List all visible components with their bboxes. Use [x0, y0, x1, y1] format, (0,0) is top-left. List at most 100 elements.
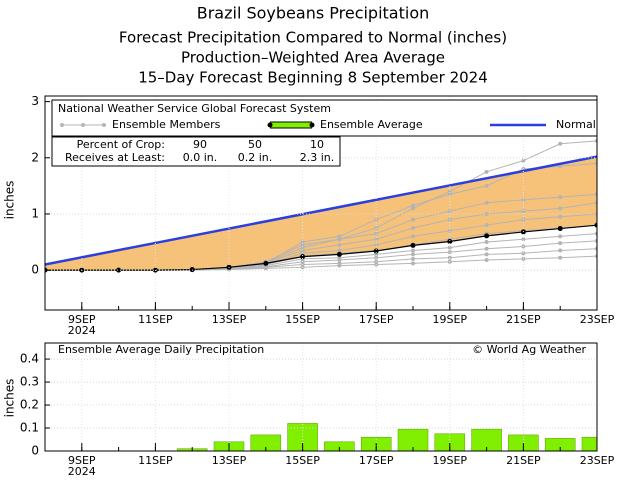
member-point: [447, 209, 452, 214]
average-point: [263, 260, 269, 266]
x-tick-label: 23SEP: [580, 313, 615, 326]
chart-subtitle: 15–Day Forecast Beginning 8 September 20…: [138, 69, 488, 87]
member-point: [411, 248, 415, 253]
member-point: [521, 251, 526, 256]
table-cell: 0.2 in.: [238, 151, 273, 164]
member-point: [447, 192, 452, 197]
average-point: [484, 233, 490, 239]
member-point: [558, 234, 563, 239]
legend-swatch: [309, 122, 315, 128]
x-tick-label: 19SEP: [433, 454, 468, 467]
member-point: [411, 203, 415, 208]
bar: [471, 428, 502, 451]
legend-title: National Weather Service Global Forecast…: [58, 102, 331, 115]
member-point: [300, 242, 305, 247]
plot-frame: [44, 95, 598, 311]
legend-label: Ensemble Members: [112, 118, 221, 131]
member-point: [263, 266, 268, 271]
member-point: [337, 248, 342, 253]
member-point: [558, 195, 563, 200]
member-point: [411, 234, 415, 239]
x-tick-label: 17SEP: [359, 313, 394, 326]
member-point: [521, 158, 526, 163]
average-line: [45, 224, 597, 271]
x-tick-label: 13SEP: [212, 454, 247, 467]
member-point: [521, 237, 526, 242]
x-year-label: 2024: [68, 324, 96, 337]
y-tick-label: 0.2: [20, 398, 39, 412]
member-point: [337, 258, 342, 263]
y-tick-label: 0: [31, 263, 39, 277]
member-point: [521, 209, 526, 214]
y-tick-label: 0.3: [20, 375, 39, 389]
chart-title: Brazil Soybeans Precipitation: [197, 4, 430, 23]
member-point: [374, 255, 379, 260]
x-tick-label: 17SEP: [359, 454, 394, 467]
table-cell: Percent of Crop:: [77, 138, 165, 151]
member-point: [300, 245, 305, 250]
member-point: [300, 248, 305, 253]
member-point: [411, 217, 415, 222]
annotation: © World Ag Weather: [472, 343, 586, 356]
member-point: [484, 200, 489, 205]
x-tick-label: 15SEP: [285, 454, 320, 467]
member-point: [558, 248, 563, 253]
table-cell: Receives at Least:: [65, 151, 165, 164]
average-point: [410, 242, 416, 248]
member-point: [484, 169, 489, 174]
legend-swatch: [102, 123, 106, 127]
member-point: [337, 237, 342, 242]
member-point: [374, 242, 379, 247]
member-point: [558, 141, 563, 146]
y-tick-label: 0.1: [20, 421, 39, 435]
deficit-area: [45, 156, 597, 271]
member-point: [411, 256, 415, 261]
legend-label: Ensemble Average: [320, 118, 423, 131]
average-point: [336, 251, 342, 257]
member-point: [447, 189, 452, 194]
chart-subtitle: Production–Weighted Area Average: [181, 49, 445, 67]
member-point: [558, 206, 563, 211]
member-point: [337, 263, 342, 268]
y-tick-label: 2: [31, 150, 39, 164]
average-point: [557, 226, 563, 232]
member-point: [411, 225, 415, 230]
x-tick-label: 21SEP: [506, 313, 541, 326]
x-tick-label: 23SEP: [580, 454, 615, 467]
member-point: [558, 214, 563, 219]
member-point: [411, 206, 415, 211]
member-point: [300, 251, 305, 256]
member-point: [484, 240, 489, 245]
average-point: [594, 222, 597, 228]
x-tick-label: 15SEP: [285, 313, 320, 326]
legend-swatch: [81, 123, 85, 127]
table-cell: 10: [310, 138, 324, 151]
y-tick-label: 0.4: [20, 352, 39, 366]
table-cell: 90: [193, 138, 207, 151]
member-point: [411, 261, 415, 266]
panel-title: Ensemble Average Daily Precipitation: [58, 343, 264, 356]
member-point: [374, 225, 379, 230]
x-tick-label: 19SEP: [433, 313, 468, 326]
x-tick-label: 11SEP: [138, 313, 173, 326]
member-point: [337, 242, 342, 247]
y-tick-label: 0: [31, 444, 39, 458]
member-point: [558, 255, 563, 260]
member-point: [521, 197, 526, 202]
legend-box: [51, 99, 598, 137]
member-point: [447, 228, 452, 233]
member-point: [484, 183, 489, 188]
member-point: [374, 231, 379, 236]
plot-frame: [44, 342, 598, 452]
y-axis-title: inches: [3, 181, 17, 220]
legend-label: Normal: [556, 118, 596, 131]
table-cell: 50: [248, 138, 262, 151]
member-point: [337, 234, 342, 239]
x-tick-label: 9SEP: [68, 313, 96, 326]
member-point: [484, 246, 489, 251]
x-year-label: 2024: [68, 465, 96, 478]
chart-subtitle: Forecast Precipitation Compared to Norma…: [119, 29, 507, 47]
member-point: [300, 240, 305, 245]
bar: [581, 436, 597, 451]
member-point: [374, 252, 379, 257]
